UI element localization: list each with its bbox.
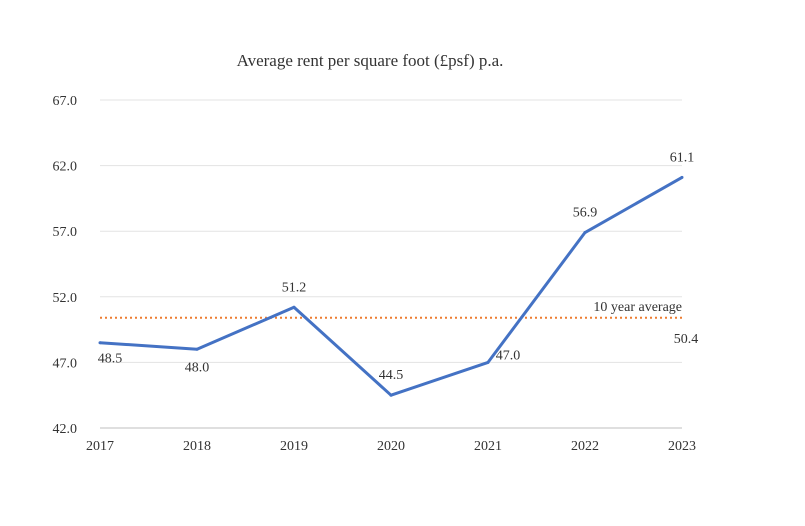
data-label: 47.0 — [496, 348, 521, 363]
data-point — [486, 360, 490, 364]
x-tick-label: 2020 — [377, 439, 405, 454]
x-tick-label: 2023 — [668, 439, 696, 454]
data-label: 44.5 — [379, 368, 404, 383]
x-tick-label: 2017 — [86, 439, 114, 454]
data-point — [389, 393, 393, 397]
y-tick-label: 47.0 — [53, 356, 78, 371]
y-tick-label: 42.0 — [53, 422, 78, 437]
chart-title: Average rent per square foot (£psf) p.a. — [237, 51, 504, 70]
data-label: 51.2 — [282, 280, 307, 295]
x-tick-label: 2021 — [474, 439, 502, 454]
data-label: 48.5 — [98, 352, 123, 367]
x-tick-label: 2022 — [571, 439, 599, 454]
data-label: 61.1 — [670, 150, 695, 165]
x-tick-label: 2018 — [183, 439, 211, 454]
y-tick-label: 57.0 — [53, 225, 78, 240]
average-value-label: 50.4 — [674, 332, 699, 347]
data-point — [292, 305, 296, 309]
y-tick-label: 52.0 — [53, 291, 78, 306]
average-label: 10 year average — [593, 300, 682, 315]
data-label: 56.9 — [573, 206, 598, 221]
data-point — [583, 231, 587, 235]
data-point — [195, 347, 199, 351]
x-tick-label: 2019 — [280, 439, 308, 454]
data-label: 48.0 — [185, 360, 210, 375]
data-point — [680, 175, 684, 179]
y-tick-label: 62.0 — [53, 160, 78, 175]
y-tick-label: 67.0 — [53, 94, 78, 109]
data-point — [98, 341, 102, 345]
